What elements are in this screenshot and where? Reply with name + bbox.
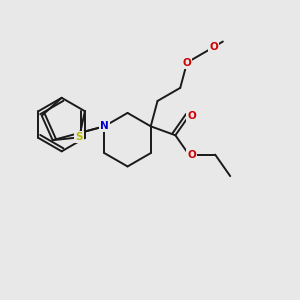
Text: S: S xyxy=(76,132,83,142)
Text: O: O xyxy=(187,111,196,121)
Text: O: O xyxy=(183,58,191,68)
Text: O: O xyxy=(187,150,196,160)
Text: O: O xyxy=(209,42,218,52)
Text: N: N xyxy=(100,121,109,131)
